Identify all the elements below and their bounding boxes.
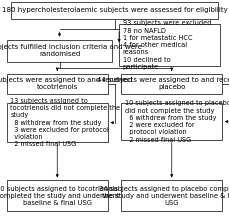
Text: 30 subjects assigned to tocotrienols
completed the study and underwent
baseline : 30 subjects assigned to tocotrienols com… (0, 185, 119, 206)
Text: 43 subjects were assigned to and received
tocotrienols: 43 subjects were assigned to and receive… (0, 77, 132, 90)
FancyBboxPatch shape (121, 74, 222, 94)
FancyBboxPatch shape (11, 2, 218, 19)
FancyBboxPatch shape (7, 103, 108, 142)
FancyBboxPatch shape (7, 40, 112, 62)
Text: 44 subjects were assigned to and received
placebo: 44 subjects were assigned to and receive… (97, 77, 229, 90)
FancyBboxPatch shape (7, 74, 108, 94)
Text: 87 subjects fulfilled inclusion criteria and were
randomised: 87 subjects fulfilled inclusion criteria… (0, 44, 142, 57)
FancyBboxPatch shape (121, 180, 222, 211)
Text: 34 subjects assigned to placebo completed
the study and underwent baseline & fin: 34 subjects assigned to placebo complete… (99, 185, 229, 206)
Text: 93 subjects were excluded
78 no NAFLD
1 for metastatic HCC
4 for other medical
r: 93 subjects were excluded 78 no NAFLD 1 … (123, 20, 211, 70)
FancyBboxPatch shape (121, 103, 222, 140)
Text: 13 subjects assigned to
tocotrienols did not complete the
study
  8 withdrew fro: 13 subjects assigned to tocotrienols did… (10, 98, 120, 147)
FancyBboxPatch shape (7, 180, 108, 211)
FancyBboxPatch shape (119, 24, 220, 66)
Text: 10 subjects assigned to placebo
did not complete the study
  6 withdrew from the: 10 subjects assigned to placebo did not … (125, 100, 229, 143)
Text: 180 hypercholesterolaemic subjects were assessed for eligibility: 180 hypercholesterolaemic subjects were … (2, 7, 227, 13)
